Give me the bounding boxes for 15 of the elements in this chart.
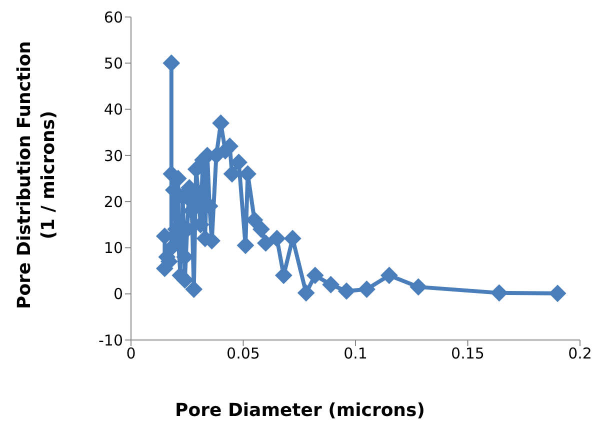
y-tick-label: 40 [104,100,123,119]
y-tick-label: -10 [98,331,123,350]
x-tick-label: 0 [126,344,136,363]
x-tick-label: 0.2 [568,344,592,363]
y-tick-label: 60 [104,8,123,26]
y-tick-label: 30 [104,146,123,165]
y-tick-label: 10 [104,239,123,258]
x-tick-label: 0.05 [226,344,260,363]
x-tick-label: 0.1 [344,344,368,363]
y-tick-label: 0 [113,285,123,304]
y-tick-label: 20 [104,192,123,211]
y-tick-label: 50 [104,54,123,72]
y-axis-title: Pore Distribution Function (1 / microns) [14,41,59,309]
x-axis-title: Pore Diameter (microns) [174,400,426,421]
x-tick-label: 0.15 [451,344,484,363]
